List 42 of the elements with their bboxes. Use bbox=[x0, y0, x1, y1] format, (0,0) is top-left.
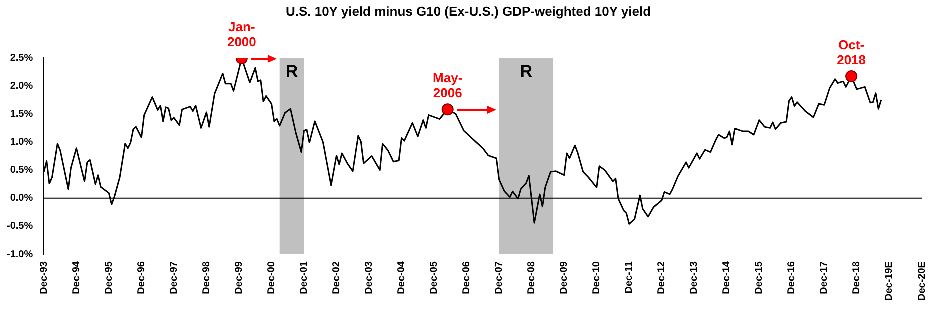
x-tick-label: Dec-03 bbox=[364, 261, 376, 294]
x-tick-label: Dec-19E bbox=[884, 261, 896, 301]
annotation: Oct-2018 bbox=[837, 38, 866, 68]
x-tick-label: Dec-18 bbox=[852, 261, 863, 294]
x-tick-label: Dec-20E bbox=[916, 261, 928, 301]
chart-title: U.S. 10Y yield minus G10 (Ex-U.S.) GDP-weighted 10Y yield bbox=[284, 4, 652, 19]
x-tick-label: Dec-98 bbox=[201, 261, 212, 294]
x-tick-label: Dec-14 bbox=[722, 261, 733, 294]
y-tick-label: 1.5% bbox=[10, 108, 34, 120]
x-tick-label: Dec-15 bbox=[754, 261, 766, 294]
y-tick-label: 0.5% bbox=[10, 165, 34, 176]
annotation: May-2006 bbox=[433, 70, 463, 101]
x-tick-label: Dec-16 bbox=[786, 261, 798, 294]
x-tick-label: Dec-99 bbox=[234, 261, 245, 294]
x-tick-label: Dec-07 bbox=[494, 261, 506, 294]
band-label: R bbox=[520, 62, 533, 82]
x-tick-label: Dec-08 bbox=[526, 261, 538, 294]
annotation: Jan-2000 bbox=[227, 20, 256, 50]
x-tick-label: Dec-12 bbox=[656, 261, 668, 294]
x-tick-label: Dec-00 bbox=[266, 261, 278, 294]
y-tick-label: 1.0% bbox=[10, 136, 34, 148]
x-tick-label: Dec-01 bbox=[298, 261, 310, 294]
y-tick-label: 2.5% bbox=[10, 52, 34, 64]
x-tick-label: Dec-09 bbox=[559, 261, 570, 294]
x-tick-label: Dec-96 bbox=[136, 261, 148, 294]
x-tick-label: Dec-93 bbox=[38, 261, 50, 294]
y-tick-label: 2.0% bbox=[10, 80, 34, 92]
x-tick-label: Dec-13 bbox=[689, 261, 700, 294]
x-tick-label: Dec-94 bbox=[71, 261, 82, 294]
x-tick-label: Dec-06 bbox=[462, 261, 473, 294]
x-tick-label: Dec-97 bbox=[168, 261, 180, 294]
x-tick-label: Dec-10 bbox=[592, 261, 603, 294]
x-tick-label: Dec-05 bbox=[429, 261, 440, 294]
x-tick-label: Dec-11 bbox=[624, 261, 636, 294]
x-tick-label: Dec-02 bbox=[332, 261, 342, 294]
y-tick-label: -1.0% bbox=[7, 249, 34, 260]
x-tick-label: Dec-17 bbox=[819, 261, 830, 294]
y-tick-label: 0.0% bbox=[10, 193, 34, 204]
band-label: R bbox=[286, 62, 298, 82]
x-tick-label: Dec-95 bbox=[104, 261, 115, 294]
x-tick-label: Dec-04 bbox=[396, 261, 408, 294]
y-tick-label: -0.5% bbox=[7, 221, 34, 232]
